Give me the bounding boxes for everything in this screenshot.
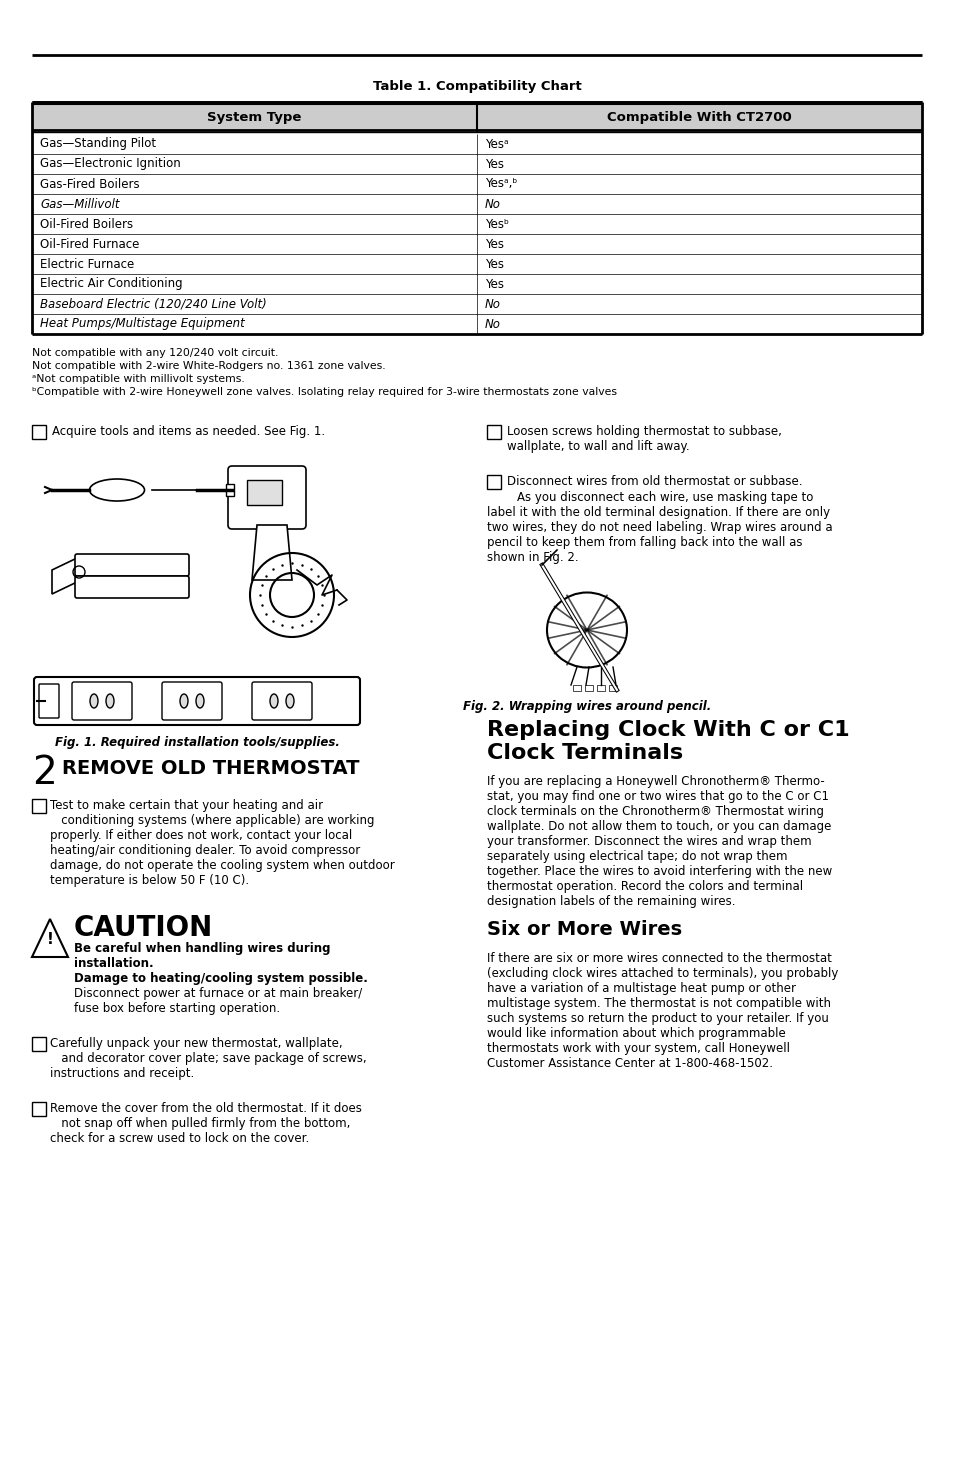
FancyBboxPatch shape xyxy=(252,681,312,720)
Ellipse shape xyxy=(195,695,204,708)
Text: Loosen screws holding thermostat to subbase,
wallplate, to wall and lift away.: Loosen screws holding thermostat to subb… xyxy=(506,425,781,453)
Ellipse shape xyxy=(546,593,626,668)
Text: Gas—Standing Pilot: Gas—Standing Pilot xyxy=(40,137,156,150)
Text: Electric Air Conditioning: Electric Air Conditioning xyxy=(40,277,182,291)
Text: Fig. 1. Required installation tools/supplies.: Fig. 1. Required installation tools/supp… xyxy=(54,736,339,749)
Ellipse shape xyxy=(90,479,144,502)
FancyBboxPatch shape xyxy=(71,681,132,720)
Bar xyxy=(573,684,580,690)
Text: ᵇCompatible with 2-wire Honeywell zone valves. Isolating relay required for 3-wi: ᵇCompatible with 2-wire Honeywell zone v… xyxy=(32,386,617,397)
Bar xyxy=(486,475,500,490)
FancyBboxPatch shape xyxy=(39,684,59,718)
Text: Six or More Wires: Six or More Wires xyxy=(486,920,681,940)
Ellipse shape xyxy=(90,695,98,708)
Text: Gas—Millivolt: Gas—Millivolt xyxy=(40,198,119,211)
Text: Baseboard Electric (120/240 Line Volt): Baseboard Electric (120/240 Line Volt) xyxy=(40,298,267,311)
Text: Fig. 2. Wrapping wires around pencil.: Fig. 2. Wrapping wires around pencil. xyxy=(462,701,710,712)
Ellipse shape xyxy=(180,695,188,708)
Text: As you disconnect each wire, use masking tape to
label it with the old terminal : As you disconnect each wire, use masking… xyxy=(486,491,832,563)
Bar xyxy=(486,425,500,440)
Text: Compatible With CT2700: Compatible With CT2700 xyxy=(606,112,791,124)
Text: Replacing Clock With C or C1
Clock Terminals: Replacing Clock With C or C1 Clock Termi… xyxy=(486,720,849,763)
Bar xyxy=(32,105,921,130)
Text: Table 1. Compatibility Chart: Table 1. Compatibility Chart xyxy=(373,80,580,93)
Text: Heat Pumps/Multistage Equipment: Heat Pumps/Multistage Equipment xyxy=(40,317,245,330)
FancyBboxPatch shape xyxy=(162,681,222,720)
Text: Not compatible with any 120/240 volt circuit.: Not compatible with any 120/240 volt cir… xyxy=(32,348,278,358)
FancyBboxPatch shape xyxy=(75,577,189,597)
Text: Gas-Fired Boilers: Gas-Fired Boilers xyxy=(40,177,139,190)
FancyBboxPatch shape xyxy=(228,466,306,530)
Bar xyxy=(226,484,233,496)
Text: No: No xyxy=(484,317,500,330)
Text: Acquire tools and items as needed. See Fig. 1.: Acquire tools and items as needed. See F… xyxy=(52,425,325,438)
Text: Be careful when handling wires during
installation.: Be careful when handling wires during in… xyxy=(74,943,330,971)
Text: !: ! xyxy=(47,932,53,947)
Text: System Type: System Type xyxy=(207,112,301,124)
Bar xyxy=(608,684,617,690)
Text: Oil-Fired Furnace: Oil-Fired Furnace xyxy=(40,237,139,251)
Text: No: No xyxy=(484,198,500,211)
Ellipse shape xyxy=(270,695,277,708)
Bar xyxy=(584,684,593,690)
Ellipse shape xyxy=(106,695,113,708)
Text: Disconnect power at furnace or at main breaker/
fuse box before starting operati: Disconnect power at furnace or at main b… xyxy=(74,987,362,1015)
Bar xyxy=(32,799,46,813)
Text: Electric Furnace: Electric Furnace xyxy=(40,258,134,270)
Ellipse shape xyxy=(286,695,294,708)
Text: No: No xyxy=(484,298,500,311)
Polygon shape xyxy=(52,558,77,594)
FancyBboxPatch shape xyxy=(75,555,189,577)
Text: CAUTION: CAUTION xyxy=(74,914,213,943)
Bar xyxy=(597,684,604,690)
Text: Yes: Yes xyxy=(484,237,503,251)
Text: REMOVE OLD THERMOSTAT: REMOVE OLD THERMOSTAT xyxy=(62,760,359,777)
Text: Carefully unpack your new thermostat, wallplate,
   and decorator cover plate; s: Carefully unpack your new thermostat, wa… xyxy=(50,1037,366,1080)
Text: Yesᵃ: Yesᵃ xyxy=(484,137,508,150)
Text: Not compatible with 2-wire White-Rodgers no. 1361 zone valves.: Not compatible with 2-wire White-Rodgers… xyxy=(32,361,385,372)
Bar xyxy=(32,1037,46,1052)
Text: If there are six or more wires connected to the thermostat
(excluding clock wire: If there are six or more wires connected… xyxy=(486,951,838,1069)
Bar xyxy=(247,479,282,504)
Text: Yes: Yes xyxy=(484,258,503,270)
FancyBboxPatch shape xyxy=(34,677,359,726)
Text: Yes: Yes xyxy=(484,158,503,171)
Text: Yesᵃ,ᵇ: Yesᵃ,ᵇ xyxy=(484,177,517,190)
Text: Test to make certain that your heating and air
   conditioning systems (where ap: Test to make certain that your heating a… xyxy=(50,799,395,886)
Text: Gas—Electronic Ignition: Gas—Electronic Ignition xyxy=(40,158,180,171)
Polygon shape xyxy=(32,919,68,957)
Text: Yes: Yes xyxy=(484,277,503,291)
Text: ᵃNot compatible with millivolt systems.: ᵃNot compatible with millivolt systems. xyxy=(32,375,245,384)
Polygon shape xyxy=(252,525,292,580)
Text: Remove the cover from the old thermostat. If it does
   not snap off when pulled: Remove the cover from the old thermostat… xyxy=(50,1102,361,1145)
Bar xyxy=(32,1102,46,1117)
Text: Damage to heating/cooling system possible.: Damage to heating/cooling system possibl… xyxy=(74,972,368,985)
Text: Yesᵇ: Yesᵇ xyxy=(484,217,509,230)
Bar xyxy=(32,425,46,440)
Text: 2: 2 xyxy=(32,754,56,792)
Text: Oil-Fired Boilers: Oil-Fired Boilers xyxy=(40,217,133,230)
Text: If you are replacing a Honeywell Chronotherm® Thermo-
stat, you may find one or : If you are replacing a Honeywell Chronot… xyxy=(486,774,831,909)
Text: Disconnect wires from old thermostat or subbase.: Disconnect wires from old thermostat or … xyxy=(506,475,801,488)
